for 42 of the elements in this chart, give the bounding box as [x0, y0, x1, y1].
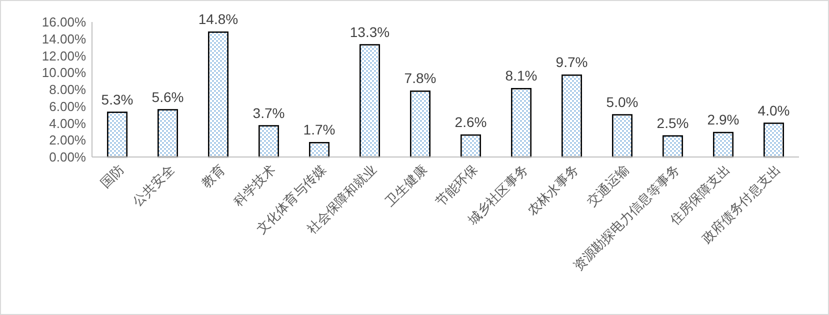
data-label: 5.3% [101, 91, 134, 108]
bar [360, 44, 380, 158]
bar [460, 134, 481, 158]
y-tick-label: 6.00% [49, 98, 86, 114]
bar [511, 88, 532, 158]
bar [208, 31, 228, 158]
bar [562, 74, 582, 158]
data-label: 14.8% [198, 11, 238, 28]
y-tick-label: 2.00% [49, 132, 86, 148]
y-tick-label: 12.00% [42, 48, 86, 64]
y-tick-label: 10.00% [42, 65, 86, 80]
bar [764, 122, 784, 158]
data-label: 9.7% [556, 54, 588, 70]
bar [158, 109, 178, 158]
y-tick-label: 8.00% [49, 82, 86, 98]
bar [612, 114, 632, 158]
bar [258, 125, 279, 158]
y-tick-label: 4.00% [49, 116, 86, 131]
data-label: 1.7% [303, 122, 336, 138]
data-label: 2.9% [707, 112, 740, 128]
data-label: 5.6% [152, 88, 184, 105]
data-label: 2.6% [454, 114, 487, 130]
x-tick-label: 国防 [98, 162, 127, 191]
y-tick-label: 0.00% [49, 150, 86, 165]
data-label: 4.0% [758, 102, 790, 118]
x-tick-label: 节能环保 [432, 162, 480, 210]
bar [107, 112, 128, 158]
data-label: 8.1% [505, 68, 538, 84]
bar [309, 142, 330, 158]
y-tick-label: 16.00% [42, 14, 86, 30]
bar [713, 132, 734, 158]
x-tick-label: 教育 [198, 162, 228, 191]
data-label: 3.7% [252, 104, 285, 121]
x-tick-label: 卫生健康 [382, 162, 430, 210]
data-label: 7.8% [404, 70, 436, 86]
y-tick-label: 14.00% [42, 31, 86, 46]
data-label: 2.5% [656, 114, 689, 131]
data-label: 5.0% [606, 94, 638, 110]
data-label: 13.3% [350, 24, 390, 40]
bar [662, 135, 683, 158]
bar [410, 90, 430, 158]
x-tick-label: 公共安全 [130, 162, 178, 210]
